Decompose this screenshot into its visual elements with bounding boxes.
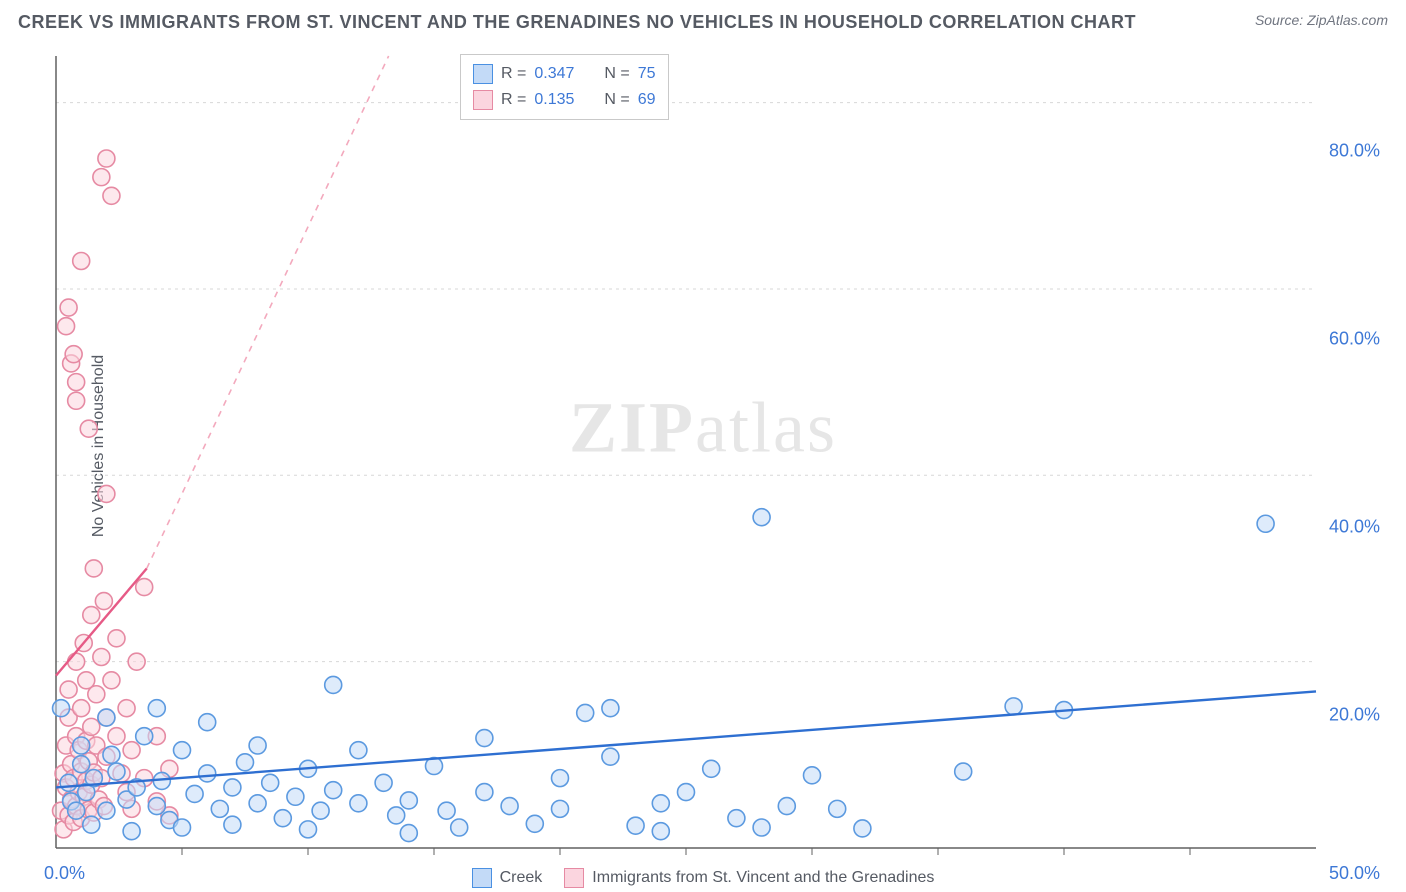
n-value: 75 [638,65,656,83]
series-legend: Creek Immigrants from St. Vincent and th… [0,868,1406,888]
legend-item-immigrants: Immigrants from St. Vincent and the Gren… [564,868,934,888]
y-tick-60: 60.0% [1329,329,1380,350]
n-value: 69 [638,91,656,109]
n-label: N = [604,65,629,83]
source-attribution: Source: ZipAtlas.com [1255,12,1388,28]
legend-item-creek: Creek [472,868,543,888]
n-label: N = [604,91,629,109]
legend-label: Creek [500,869,543,887]
chart-title: CREEK VS IMMIGRANTS FROM ST. VINCENT AND… [18,12,1136,33]
x-tick-max: 50.0% [1329,863,1380,884]
swatch-blue [473,64,493,84]
y-tick-80: 80.0% [1329,141,1380,162]
plot-area [50,50,1386,862]
r-value: 0.347 [534,65,574,83]
r-label: R = [501,91,526,109]
legend-row-pink: R = 0.135 N = 69 [473,87,656,113]
y-tick-40: 40.0% [1329,517,1380,538]
r-value: 0.135 [534,91,574,109]
scatter-chart [50,50,1386,862]
y-tick-20: 20.0% [1329,705,1380,726]
r-label: R = [501,65,526,83]
swatch-blue [472,868,492,888]
legend-row-blue: R = 0.347 N = 75 [473,61,656,87]
x-tick-0: 0.0% [44,863,85,884]
swatch-pink [564,868,584,888]
legend-label: Immigrants from St. Vincent and the Gren… [592,869,934,887]
correlation-legend: R = 0.347 N = 75 R = 0.135 N = 69 [460,54,669,120]
swatch-pink [473,90,493,110]
